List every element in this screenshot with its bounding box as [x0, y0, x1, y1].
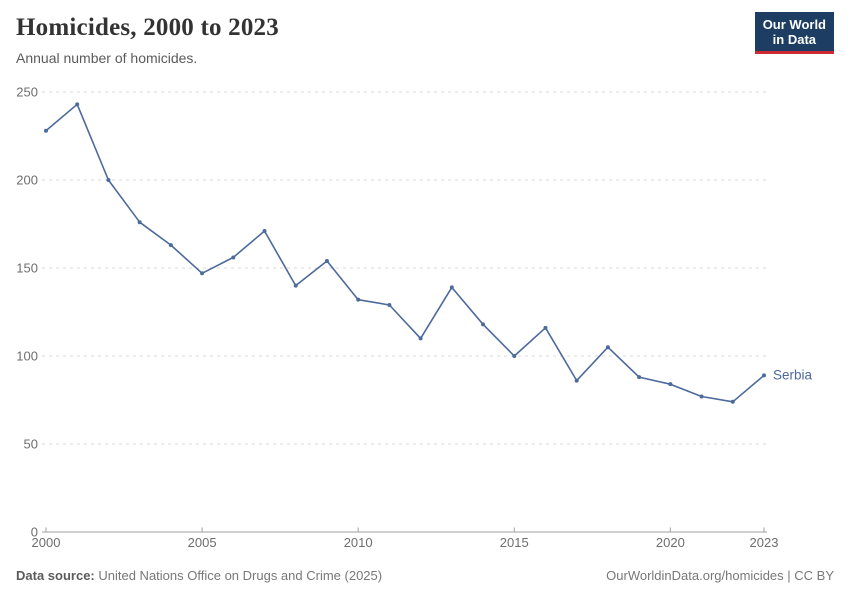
owid-logo-line1: Our World [762, 17, 826, 32]
data-source: Data source: United Nations Office on Dr… [16, 568, 382, 583]
data-point-2006[interactable] [231, 255, 236, 260]
y-tick-label-200: 200 [16, 173, 38, 188]
data-point-2009[interactable] [324, 258, 329, 263]
data-point-2021[interactable] [699, 394, 704, 399]
owid-logo-line2: in Data [772, 32, 817, 47]
data-point-2015[interactable] [512, 354, 517, 358]
y-tick-label-0: 0 [31, 525, 38, 540]
data-point-2007[interactable] [262, 229, 267, 234]
y-tick-label-150: 150 [16, 261, 38, 276]
data-point-2019[interactable] [637, 375, 642, 380]
data-point-2008[interactable] [293, 283, 298, 288]
data-point-2012[interactable] [418, 336, 423, 341]
chart-footer: Data source: United Nations Office on Dr… [16, 568, 834, 583]
data-source-text: United Nations Office on Drugs and Crime… [94, 568, 383, 583]
data-point-2022[interactable] [730, 399, 735, 404]
x-tick-label-2023: 2023 [750, 535, 779, 550]
x-tick-label-2015: 2015 [500, 535, 529, 550]
data-point-2000[interactable] [44, 128, 48, 133]
data-point-2014[interactable] [481, 322, 486, 327]
x-tick-label-2010: 2010 [344, 535, 373, 550]
chart-header: Homicides, 2000 to 2023 Annual number of… [16, 14, 740, 66]
attribution-link[interactable]: OurWorldinData.org/homicides | CC BY [606, 568, 834, 583]
x-tick-label-2020: 2020 [656, 535, 685, 550]
data-point-2013[interactable] [449, 285, 454, 290]
data-point-2005[interactable] [200, 271, 205, 276]
y-tick-label-250: 250 [16, 85, 38, 100]
y-tick-label-50: 50 [24, 437, 38, 452]
data-point-2001[interactable] [75, 102, 80, 107]
data-point-2023[interactable] [762, 373, 766, 378]
data-source-label: Data source: [16, 568, 95, 583]
data-point-2004[interactable] [168, 243, 173, 248]
data-point-2018[interactable] [605, 345, 610, 350]
series-line-serbia[interactable] [45, 103, 765, 403]
data-point-2020[interactable] [668, 382, 673, 387]
chart-subtitle: Annual number of homicides. [16, 50, 198, 66]
x-tick-label-2005: 2005 [188, 535, 217, 550]
data-point-2016[interactable] [543, 325, 548, 330]
data-point-2010[interactable] [356, 297, 361, 302]
y-tick-label-100: 100 [16, 349, 38, 364]
data-point-2011[interactable] [387, 302, 392, 307]
x-tick-label-2000: 2000 [32, 535, 61, 550]
data-point-2003[interactable] [137, 220, 142, 225]
data-point-2002[interactable] [106, 178, 111, 182]
series-label-serbia[interactable]: Serbia [773, 367, 813, 382]
owid-logo[interactable]: Our World in Data [754, 12, 834, 54]
data-point-2017[interactable] [574, 378, 579, 383]
chart-title: Homicides, 2000 to 2023 [16, 14, 279, 41]
